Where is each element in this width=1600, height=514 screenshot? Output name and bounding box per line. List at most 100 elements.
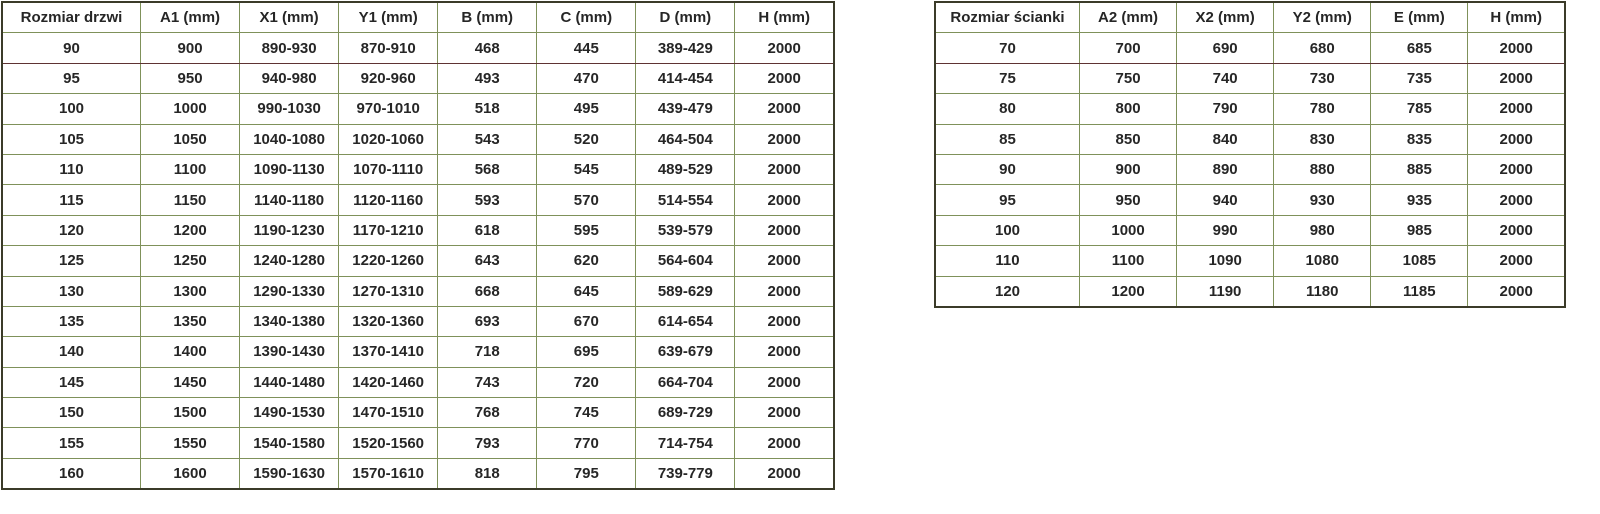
table-cell: 2000	[1467, 184, 1566, 216]
column-header: C (mm)	[536, 1, 637, 34]
table-cell: 2000	[1467, 245, 1566, 277]
table-row: 110 1100 1090 1080 1085 2000	[934, 245, 1566, 277]
table-cell: 589-629	[635, 275, 736, 307]
header-row: Rozmiar ścianki A2 (mm) X2 (mm) Y2 (mm) E (m…	[934, 1, 1566, 34]
table-cell: 1370-1410	[338, 336, 439, 368]
table-cell: 2000	[734, 184, 835, 216]
table-cell: 90	[1, 32, 141, 64]
table-cell: 720	[536, 366, 637, 399]
table-cell: 645	[536, 275, 637, 307]
table-cell: 100	[1, 93, 141, 125]
table-cell: 439-479	[635, 93, 736, 125]
table-cell: 1550	[139, 427, 241, 459]
table-cell: 100	[934, 214, 1080, 247]
table-cell: 2000	[734, 366, 835, 399]
table-cell: 739-779	[635, 457, 736, 490]
table-cell: 950	[1078, 184, 1178, 216]
table-cell: 1290-1330	[239, 275, 340, 307]
table-cell: 2000	[734, 397, 835, 429]
table-cell: 1070-1110	[338, 153, 439, 186]
column-header: A2 (mm)	[1078, 1, 1178, 34]
table-cell: 1220-1260	[338, 245, 439, 277]
table-cell: 690	[1176, 32, 1275, 64]
table-cell: 110	[1, 153, 141, 186]
table-cell: 2000	[734, 123, 835, 155]
table-row: 130 1300 1290-1330 1270-1310 668 645 589-629 20…	[1, 275, 835, 307]
table-cell: 990	[1176, 214, 1275, 247]
table-cell: 840	[1176, 123, 1275, 155]
table-cell: 795	[536, 457, 637, 490]
table-cell: 95	[1, 62, 141, 95]
table-cell: 1200	[1078, 275, 1178, 308]
table-cell: 75	[934, 62, 1080, 95]
table-cell: 1140-1180	[239, 184, 340, 216]
table-cell: 595	[536, 214, 637, 247]
table-cell: 570	[536, 184, 637, 216]
table-cell: 1500	[139, 397, 241, 429]
table-row: 115 1150 1140-1180 1120-1160 593 570 514-554 20…	[1, 184, 835, 216]
table-cell: 870-910	[338, 32, 439, 64]
table-cell: 2000	[734, 62, 835, 95]
table-cell: 1390-1430	[239, 336, 340, 368]
column-header: H (mm)	[734, 1, 835, 34]
table-row: 120 1200 1190 1180 1185 2000	[934, 275, 1566, 308]
table-cell: 1170-1210	[338, 214, 439, 247]
table-cell: 145	[1, 366, 141, 399]
table-cell: 568	[437, 153, 538, 186]
table-cell: 495	[536, 93, 637, 125]
table-cell: 890	[1176, 153, 1275, 186]
table-cell: 850	[1078, 123, 1178, 155]
table-cell: 1540-1580	[239, 427, 340, 459]
table-cell: 1000	[1078, 214, 1178, 247]
table-cell: 950	[139, 62, 241, 95]
column-header: X2 (mm)	[1176, 1, 1275, 34]
header-row: Rozmiar drzwi A1 (mm) X1 (mm) Y1 (mm) B (mm)…	[1, 1, 835, 34]
table-cell: 1100	[139, 153, 241, 186]
table-cell: 830	[1273, 123, 1372, 155]
table-cell: 940	[1176, 184, 1275, 216]
table-cell: 643	[437, 245, 538, 277]
table-cell: 115	[1, 184, 141, 216]
table-cell: 790	[1176, 93, 1275, 125]
table-cell: 900	[139, 32, 241, 64]
table-cell: 1250	[139, 245, 241, 277]
table-cell: 985	[1370, 214, 1469, 247]
table-cell: 489-529	[635, 153, 736, 186]
table-cell: 718	[437, 336, 538, 368]
table-cell: 543	[437, 123, 538, 155]
table-cell: 2000	[734, 214, 835, 247]
table-cell: 120	[934, 275, 1080, 308]
table-cell: 2000	[734, 305, 835, 338]
column-header: A1 (mm)	[139, 1, 241, 34]
table-cell: 900	[1078, 153, 1178, 186]
table-cell: 70	[934, 32, 1080, 64]
table-cell: 693	[437, 305, 538, 338]
column-header: Y1 (mm)	[338, 1, 439, 34]
table-cell: 1300	[139, 275, 241, 307]
table-row: 140 1400 1390-1430 1370-1410 718 695 639-679 20…	[1, 336, 835, 368]
table-cell: 2000	[1467, 32, 1566, 64]
table-cell: 2000	[734, 427, 835, 459]
table-cell: 793	[437, 427, 538, 459]
table-row: 95 950 940-980 920-960 493 470 414-454 2000	[1, 62, 835, 95]
table-cell: 160	[1, 457, 141, 490]
table-cell: 150	[1, 397, 141, 429]
column-header: B (mm)	[437, 1, 538, 34]
column-header: Y2 (mm)	[1273, 1, 1372, 34]
table-cell: 135	[1, 305, 141, 338]
table-cell: 685	[1370, 32, 1469, 64]
table-cell: 2000	[734, 245, 835, 277]
table-cell: 990-1030	[239, 93, 340, 125]
table-cell: 880	[1273, 153, 1372, 186]
table-cell: 2000	[734, 275, 835, 307]
table-cell: 695	[536, 336, 637, 368]
table-row: 95 950 940 930 935 2000	[934, 184, 1566, 216]
table-cell: 468	[437, 32, 538, 64]
table-cell: 1520-1560	[338, 427, 439, 459]
table-cell: 620	[536, 245, 637, 277]
table-cell: 1080	[1273, 245, 1372, 277]
table-row: 90 900 890-930 870-910 468 445 389-429 2000	[1, 32, 835, 64]
table-cell: 1350	[139, 305, 241, 338]
table-cell: 564-604	[635, 245, 736, 277]
wall-size-table: Rozmiar ścianki A2 (mm) X2 (mm) Y2 (mm) E (m…	[934, 1, 1566, 308]
